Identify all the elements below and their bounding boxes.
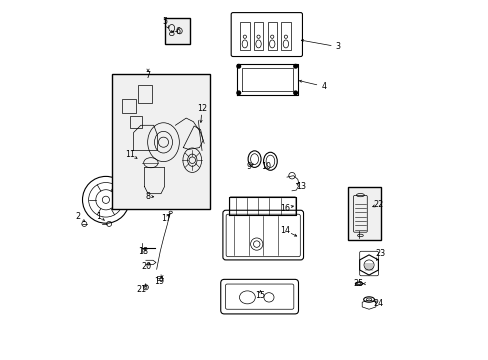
Text: 22: 22 — [372, 200, 383, 209]
Circle shape — [293, 64, 297, 68]
Text: 16: 16 — [279, 204, 289, 212]
Bar — [240, 22, 249, 50]
Text: 6: 6 — [175, 27, 180, 36]
Text: 14: 14 — [279, 226, 289, 235]
Circle shape — [293, 91, 297, 95]
Text: 24: 24 — [373, 299, 383, 307]
Text: 3: 3 — [335, 42, 340, 51]
Bar — [157, 276, 162, 280]
Text: 4: 4 — [321, 82, 325, 91]
Circle shape — [237, 64, 240, 68]
Text: 25: 25 — [353, 279, 364, 288]
Text: 2: 2 — [76, 212, 81, 220]
Text: 21: 21 — [136, 285, 146, 294]
Text: 10: 10 — [261, 162, 270, 171]
Circle shape — [237, 91, 240, 95]
Bar — [253, 22, 263, 50]
Bar — [164, 18, 190, 44]
Bar — [130, 116, 141, 128]
Text: 11: 11 — [125, 150, 135, 159]
Text: 19: 19 — [154, 277, 164, 286]
Bar — [347, 187, 381, 240]
Text: 8: 8 — [145, 192, 150, 201]
Text: 7: 7 — [145, 71, 150, 80]
Text: 9: 9 — [246, 162, 251, 171]
Text: 5: 5 — [162, 17, 167, 26]
Text: 13: 13 — [296, 182, 306, 191]
Bar — [267, 22, 276, 50]
Bar — [281, 22, 290, 50]
Bar — [112, 74, 209, 209]
Bar — [138, 85, 152, 103]
Text: 20: 20 — [141, 262, 151, 271]
Bar — [122, 99, 136, 113]
Text: 1: 1 — [96, 212, 101, 220]
Text: 12: 12 — [197, 104, 206, 113]
Text: 17: 17 — [161, 215, 171, 223]
Text: 18: 18 — [138, 247, 148, 256]
Text: 15: 15 — [255, 292, 265, 300]
Text: 23: 23 — [375, 249, 385, 258]
